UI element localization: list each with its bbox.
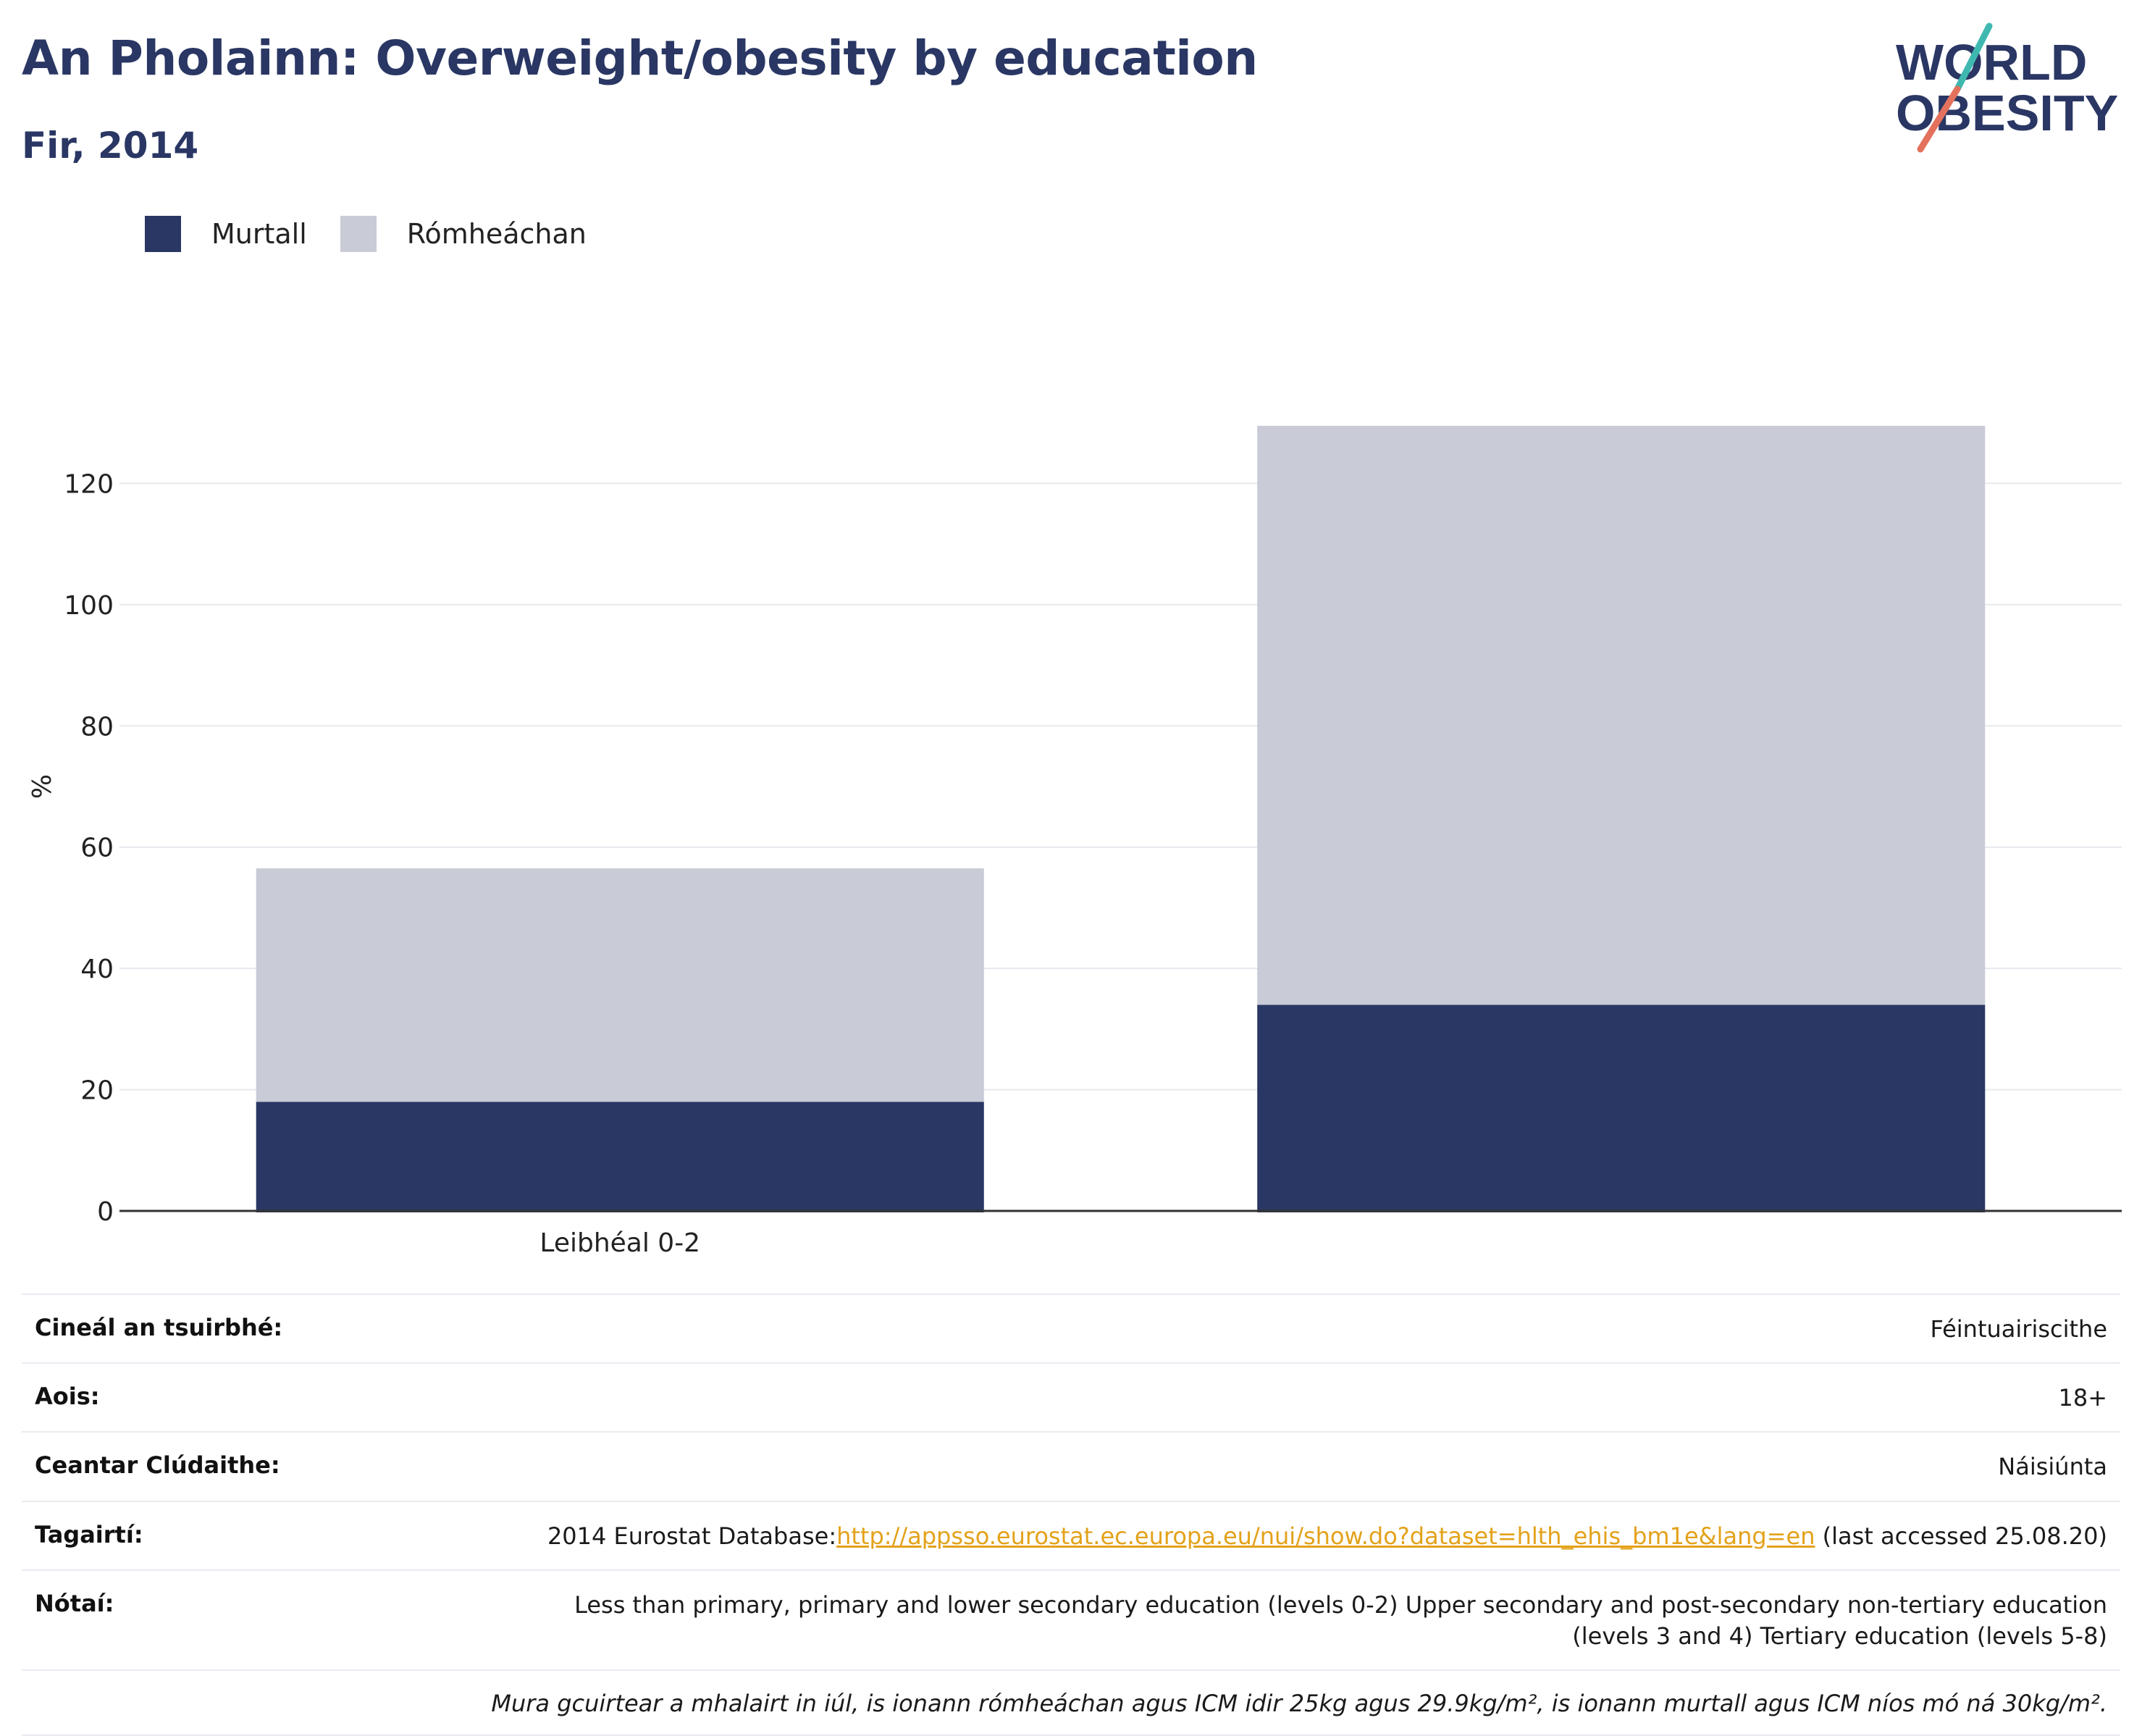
info-row-references: Tagairtí: 2014 Eurostat Database:http://…	[22, 1500, 2120, 1569]
chart-legend: Murtall Rómheáchan	[145, 214, 620, 253]
legend-item-obese: Murtall	[145, 216, 307, 252]
info-key: Aois:	[35, 1383, 100, 1411]
bar-overweight	[1257, 425, 1986, 1005]
x-tick-label: Leibhéal 0-2	[539, 1228, 700, 1258]
notes-line1: Less than primary, primary and lower sec…	[574, 1590, 2107, 1619]
notes-line2: (levels 3 and 4) Tertiary education (lev…	[1572, 1622, 2107, 1650]
bar-obese	[256, 1102, 984, 1212]
info-value: Náisiúnta	[1998, 1453, 2107, 1481]
y-tick-label: 60	[80, 834, 114, 863]
references-value: 2014 Eurostat Database:http://appsso.eur…	[547, 1521, 2107, 1552]
legend-swatch-overweight	[340, 216, 377, 252]
world-obesity-logo: WORLD OBESITY	[1896, 22, 2118, 153]
y-tick-label: 20	[80, 1076, 114, 1106]
chart-subtitle: Fir, 2014	[22, 125, 199, 167]
legend-label-obese: Murtall	[211, 218, 307, 250]
stacked-bar-chart: 0 20 40 60 80 100 120% Leibhéal 0-2	[28, 425, 2122, 1258]
footnote: Mura gcuirtear a mhalairt in iúl, is ion…	[491, 1690, 2107, 1718]
legend-label-overweight: Rómheáchan	[406, 218, 587, 250]
info-row-coverage: Ceantar Clúdaithe: Náisiúnta	[22, 1431, 2120, 1500]
bar-overweight	[256, 868, 984, 1102]
y-tick-label: 80	[80, 712, 114, 742]
info-key: Tagairtí:	[35, 1520, 143, 1548]
bar-obese	[1257, 1005, 1986, 1212]
references-prefix: 2014 Eurostat Database:	[547, 1522, 837, 1550]
y-axis-title: %	[28, 774, 57, 799]
y-tick-label: 0	[97, 1197, 114, 1227]
info-key: Cineál an tsuirbhé:	[35, 1314, 283, 1341]
legend-swatch-obese	[145, 216, 181, 252]
logo-slash-teal	[1954, 22, 1993, 93]
info-key: Nótaí:	[35, 1589, 114, 1617]
notes-value: Less than primary, primary and lower sec…	[574, 1590, 2107, 1652]
info-key: Ceantar Clúdaithe:	[35, 1451, 280, 1480]
info-value: 18+	[2058, 1384, 2107, 1412]
chart-title: An Pholainn: Overweight/obesity by educa…	[22, 30, 1258, 86]
info-row-age: Aois: 18+	[22, 1362, 2120, 1431]
logo-slash-coral	[1917, 85, 1961, 153]
info-row-footnote: Mura gcuirtear a mhalairt in iúl, is ion…	[22, 1669, 2120, 1736]
legend-item-overweight: Rómheáchan	[340, 216, 587, 252]
y-tick-label: 40	[80, 955, 114, 984]
logo-line1: WORLD	[1896, 34, 2087, 91]
references-suffix: (last accessed 25.08.20)	[1815, 1522, 2107, 1550]
info-table: Cineál an tsuirbhé: Féintuairiscithe Aoi…	[22, 1293, 2120, 1736]
references-link[interactable]: http://appsso.eurostat.ec.europa.eu/nui/…	[836, 1522, 1815, 1550]
info-row-notes: Nótaí: Less than primary, primary and lo…	[22, 1569, 2120, 1669]
y-tick-label: 120	[64, 469, 114, 499]
y-tick-label: 100	[64, 591, 114, 621]
info-value: Féintuairiscithe	[1930, 1315, 2107, 1343]
info-row-survey-type: Cineál an tsuirbhé: Féintuairiscithe	[22, 1293, 2120, 1362]
